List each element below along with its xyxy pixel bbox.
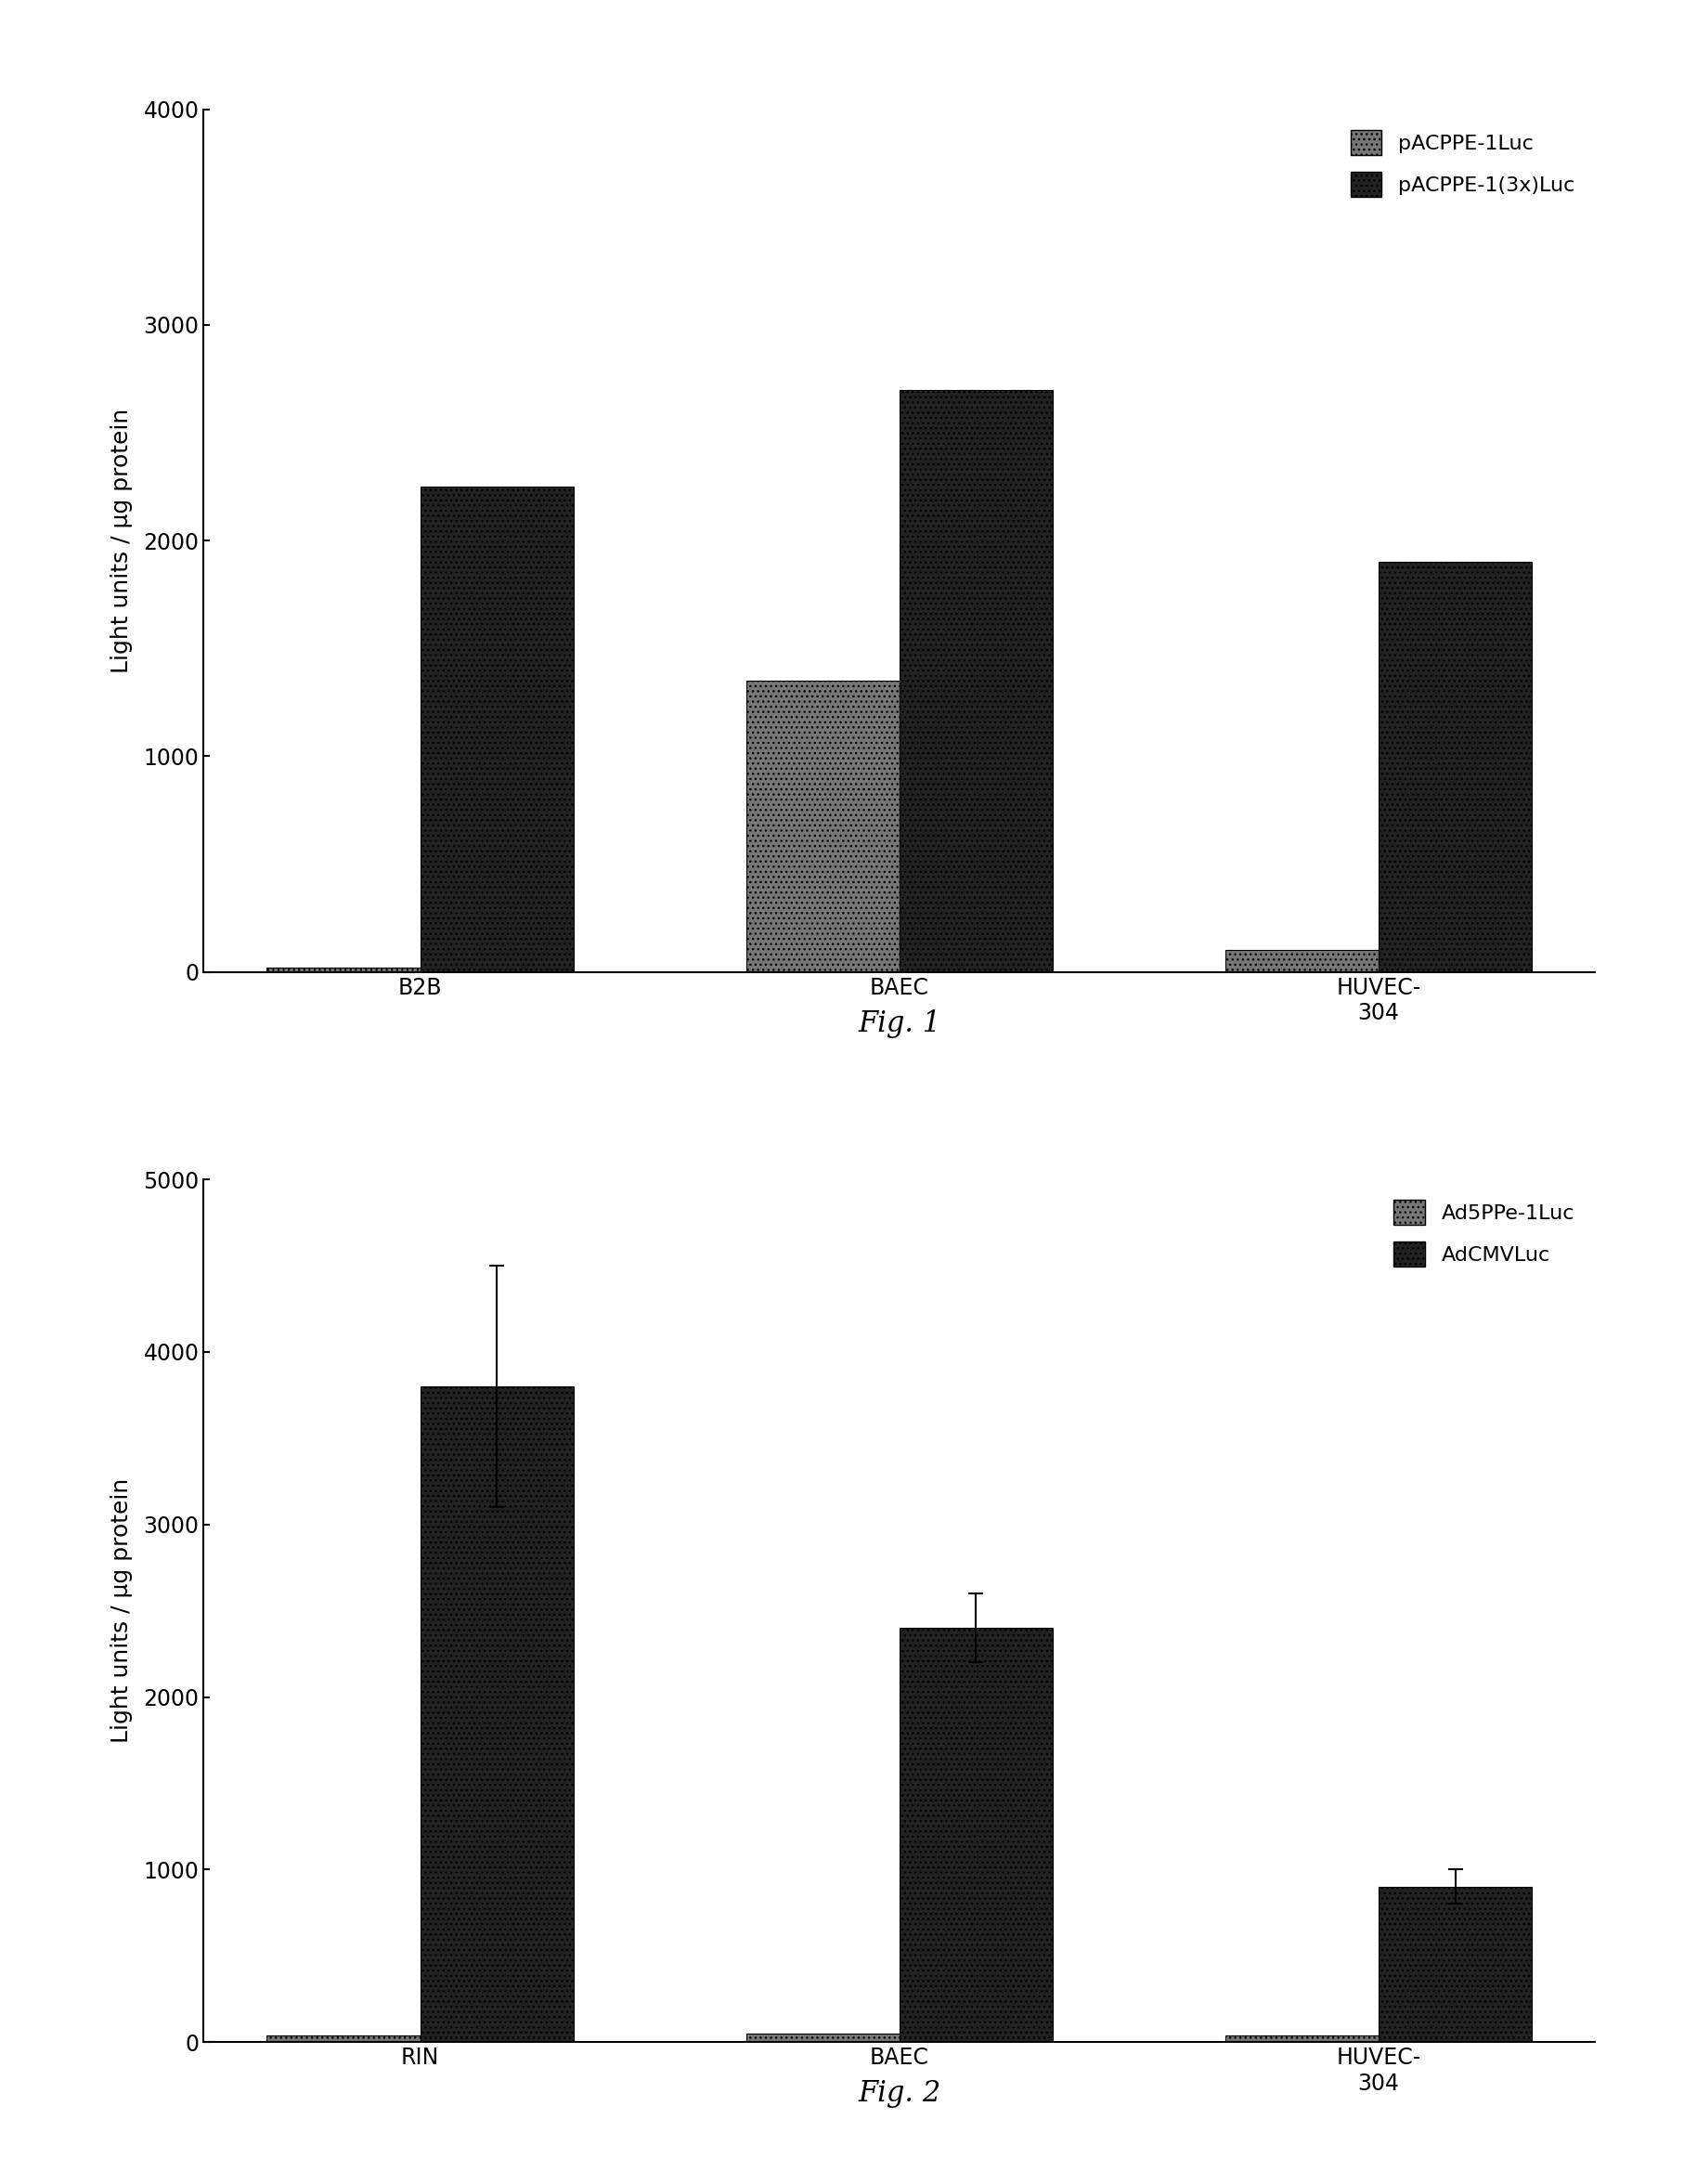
- Bar: [421, 1387, 574, 2042]
- Text: Fig. 1: Fig. 1: [859, 1009, 940, 1037]
- Bar: [421, 487, 574, 972]
- Bar: [1378, 561, 1532, 972]
- Y-axis label: Light units / µg protein: Light units / µg protein: [110, 408, 132, 673]
- Bar: [1378, 1887, 1532, 2042]
- Bar: [266, 968, 421, 972]
- Bar: [899, 389, 1052, 972]
- Bar: [747, 681, 899, 972]
- Y-axis label: Light units / µg protein: Light units / µg protein: [110, 1479, 132, 1743]
- Bar: [1225, 2035, 1378, 2042]
- Bar: [747, 2033, 899, 2042]
- Legend: Ad5PPe-1Luc, AdCMVLuc: Ad5PPe-1Luc, AdCMVLuc: [1383, 1190, 1585, 1278]
- Bar: [1225, 950, 1378, 972]
- Bar: [899, 1627, 1052, 2042]
- Bar: [266, 2035, 421, 2042]
- Text: Fig. 2: Fig. 2: [859, 2079, 940, 2108]
- Legend: pACPPE-1Luc, pACPPE-1(3x)Luc: pACPPE-1Luc, pACPPE-1(3x)Luc: [1341, 120, 1585, 207]
